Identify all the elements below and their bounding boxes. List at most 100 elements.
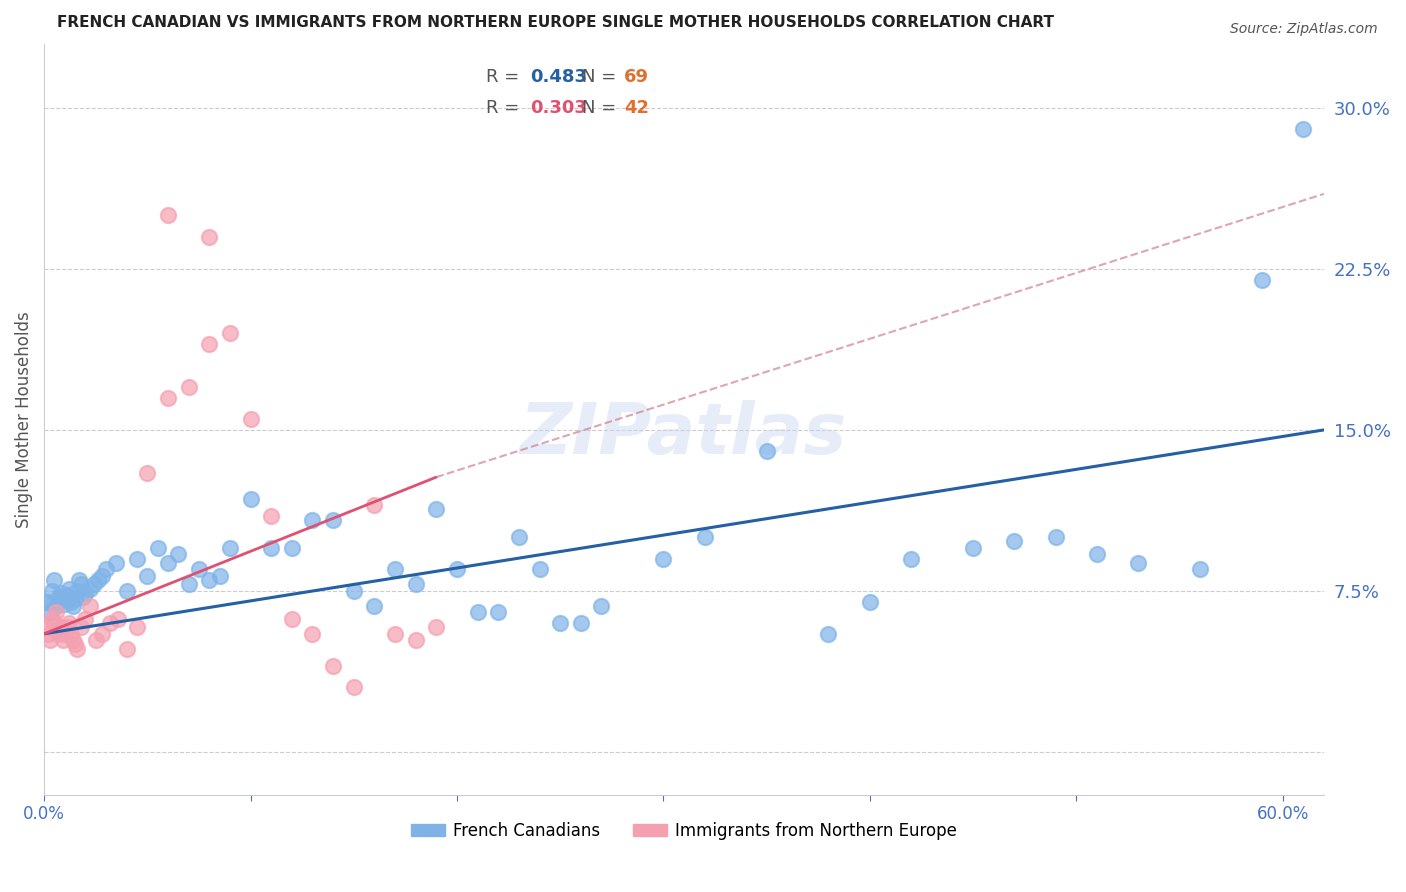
Point <box>115 641 138 656</box>
Point <box>39 605 62 619</box>
Text: 42: 42 <box>624 98 648 117</box>
Point <box>67 573 90 587</box>
Point <box>52 633 75 648</box>
Point <box>548 615 571 630</box>
Point <box>239 491 262 506</box>
Point <box>45 605 67 619</box>
Point <box>322 513 344 527</box>
Point <box>79 599 101 613</box>
Point <box>591 599 613 613</box>
Point <box>45 599 67 613</box>
Point <box>90 627 112 641</box>
Point <box>322 659 344 673</box>
Point <box>569 615 592 630</box>
Point <box>58 615 80 630</box>
Point <box>75 612 97 626</box>
Point <box>125 620 148 634</box>
Point <box>281 541 304 555</box>
Point <box>755 444 778 458</box>
Point <box>363 599 385 613</box>
Text: 0.483: 0.483 <box>530 69 588 87</box>
Legend: French Canadians, Immigrants from Northern Europe: French Canadians, Immigrants from Northe… <box>405 815 963 847</box>
Point <box>198 229 221 244</box>
Point <box>301 627 323 641</box>
Point <box>44 615 66 630</box>
Point <box>384 627 406 641</box>
Point <box>63 592 86 607</box>
Y-axis label: Single Mother Households: Single Mother Households <box>15 310 32 527</box>
Point <box>35 620 58 634</box>
Point <box>136 569 159 583</box>
Point <box>70 620 93 634</box>
Point <box>187 562 209 576</box>
Point <box>39 633 62 648</box>
Point <box>37 594 59 608</box>
Point <box>48 627 70 641</box>
Point <box>219 326 242 341</box>
Point <box>75 586 97 600</box>
Point <box>156 556 179 570</box>
Point <box>146 541 169 555</box>
Point <box>343 583 366 598</box>
Text: FRENCH CANADIAN VS IMMIGRANTS FROM NORTHERN EUROPE SINGLE MOTHER HOUSEHOLDS CORR: FRENCH CANADIAN VS IMMIGRANTS FROM NORTH… <box>56 15 1054 30</box>
Point <box>219 541 242 555</box>
Point <box>98 615 121 630</box>
Point <box>156 391 179 405</box>
Point <box>817 627 839 641</box>
Point <box>177 577 200 591</box>
Point <box>486 605 509 619</box>
Point <box>1292 122 1315 136</box>
Point <box>125 551 148 566</box>
Point <box>239 412 262 426</box>
Point <box>425 620 447 634</box>
Text: 0.303: 0.303 <box>530 98 588 117</box>
Point <box>83 577 105 591</box>
Point <box>529 562 551 576</box>
Text: 69: 69 <box>624 69 648 87</box>
Point <box>260 541 283 555</box>
Point <box>900 551 922 566</box>
Point <box>405 633 427 648</box>
Point <box>156 208 179 222</box>
Point <box>53 597 76 611</box>
Text: N =: N = <box>582 69 616 87</box>
Point <box>52 592 75 607</box>
Point <box>1189 562 1212 576</box>
Point <box>41 583 63 598</box>
Point <box>343 681 366 695</box>
Point <box>198 337 221 351</box>
Point <box>84 633 107 648</box>
Point <box>115 583 138 598</box>
Point <box>62 599 84 613</box>
Point <box>62 633 84 648</box>
Point <box>49 586 72 600</box>
Point <box>1002 534 1025 549</box>
Point <box>1085 547 1108 561</box>
Point <box>58 582 80 596</box>
Point <box>79 582 101 596</box>
Point <box>384 562 406 576</box>
Point <box>63 638 86 652</box>
Point <box>405 577 427 591</box>
Point <box>49 620 72 634</box>
Text: R =: R = <box>485 98 519 117</box>
Text: R =: R = <box>485 69 519 87</box>
Point <box>652 551 675 566</box>
Point <box>56 588 79 602</box>
Point <box>87 573 110 587</box>
Point <box>260 508 283 523</box>
Text: N =: N = <box>582 98 616 117</box>
Point <box>301 513 323 527</box>
Point <box>1251 273 1274 287</box>
Point <box>94 562 117 576</box>
Point <box>48 591 70 605</box>
Point <box>105 556 128 570</box>
Point <box>59 627 82 641</box>
Point <box>1045 530 1067 544</box>
Point <box>107 612 129 626</box>
Point <box>198 573 221 587</box>
Point <box>693 530 716 544</box>
Point <box>508 530 530 544</box>
Point <box>56 620 79 634</box>
Point <box>167 547 190 561</box>
